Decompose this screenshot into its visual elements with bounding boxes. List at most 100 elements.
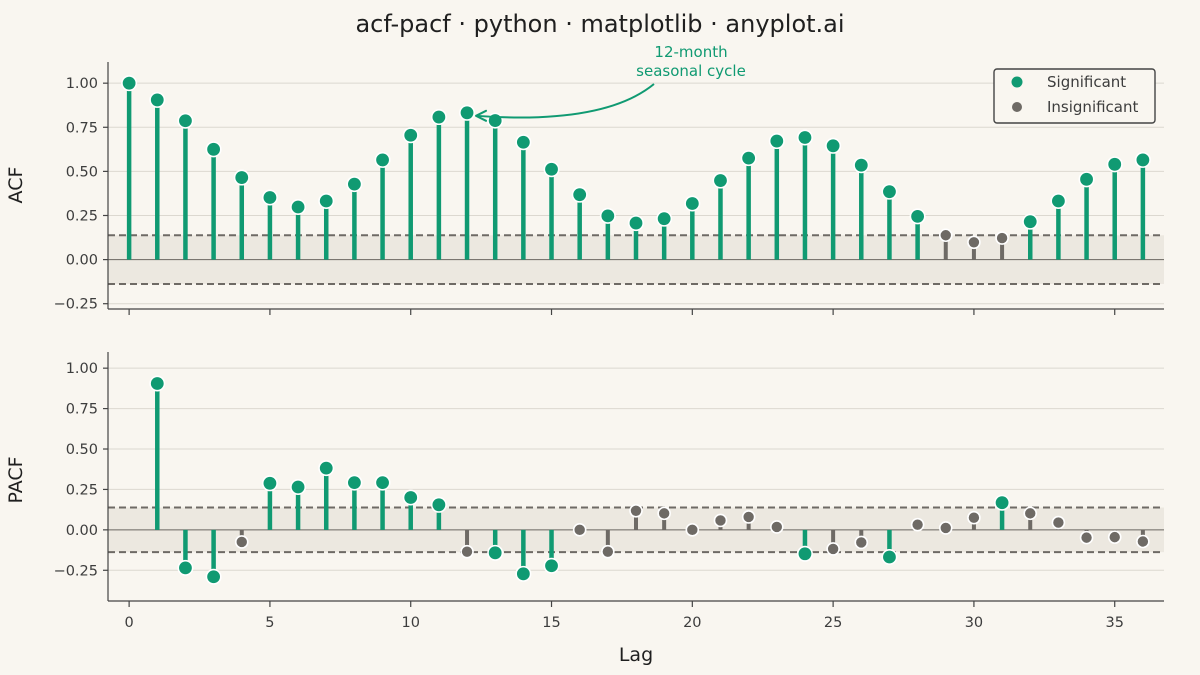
legend-insignificant-marker bbox=[1012, 102, 1022, 112]
insignificant-point bbox=[741, 510, 756, 524]
annotation-text-line1: 12-month bbox=[654, 43, 727, 61]
significant-point bbox=[402, 489, 419, 506]
panel-pacf: 1.00 0.75 0.50 0.25 0.00 −0.25 0 5 10 15 20 25 30 35 P… bbox=[5, 352, 1164, 666]
significant-point bbox=[261, 475, 278, 492]
y-tick-label: −0.25 bbox=[54, 563, 98, 579]
insignificant-point bbox=[657, 506, 671, 521]
x-tick-label: 5 bbox=[265, 615, 274, 631]
x-tick-label: 10 bbox=[401, 615, 419, 631]
significant-point bbox=[374, 151, 391, 168]
significant-point bbox=[346, 474, 363, 491]
x-tick-label: 15 bbox=[542, 615, 560, 631]
significant-point bbox=[149, 91, 166, 108]
y-tick-label: 0.25 bbox=[66, 482, 98, 498]
significant-point bbox=[402, 127, 419, 144]
significant-point bbox=[205, 141, 222, 158]
insignificant-point bbox=[910, 517, 925, 532]
significant-point bbox=[599, 207, 616, 224]
y-tick-label: 0.50 bbox=[66, 442, 98, 458]
y-axis-label: ACF bbox=[5, 167, 27, 204]
insignificant-point bbox=[601, 544, 615, 559]
insignificant-point bbox=[1051, 515, 1066, 530]
significant-point bbox=[796, 129, 813, 146]
insignificant-point bbox=[1136, 534, 1150, 549]
significant-point bbox=[768, 133, 785, 150]
significant-point bbox=[290, 479, 307, 496]
insignificant-point bbox=[629, 503, 643, 518]
annotation-arrowhead bbox=[475, 109, 488, 122]
legend-significant-label: Significant bbox=[1047, 73, 1126, 91]
significant-point bbox=[853, 157, 870, 174]
significant-point bbox=[712, 172, 729, 189]
insignificant-point bbox=[234, 535, 249, 549]
insignificant-point bbox=[1079, 530, 1094, 545]
insignificant-point bbox=[460, 544, 474, 559]
significant-point bbox=[374, 474, 391, 491]
significant-point bbox=[571, 186, 588, 203]
significant-point bbox=[290, 199, 307, 216]
y-tick-label: 0.75 bbox=[66, 120, 98, 136]
insignificant-point bbox=[1023, 506, 1038, 521]
significant-point bbox=[177, 559, 194, 576]
y-tick-label: 1.00 bbox=[66, 76, 98, 92]
significant-point bbox=[627, 215, 644, 232]
significant-point bbox=[205, 568, 222, 585]
significant-point bbox=[149, 375, 166, 392]
x-tick-label: 35 bbox=[1105, 615, 1123, 631]
significant-point bbox=[1078, 171, 1095, 188]
y-tick-label: 0.75 bbox=[66, 402, 98, 418]
legend: Significant Insignificant bbox=[993, 68, 1156, 124]
significant-point bbox=[430, 496, 447, 513]
significant-point bbox=[684, 195, 701, 212]
significant-point bbox=[515, 565, 532, 582]
x-tick-label: 20 bbox=[683, 615, 701, 631]
x-tick-label: 30 bbox=[965, 615, 983, 631]
x-tick-label: 0 bbox=[125, 615, 134, 631]
annotation-arrow bbox=[475, 83, 655, 119]
x-tick-label: 25 bbox=[824, 615, 842, 631]
insignificant-point bbox=[769, 520, 784, 534]
insignificant-point bbox=[713, 513, 728, 528]
significant-point bbox=[487, 544, 504, 561]
significant-point bbox=[656, 210, 673, 227]
significant-point bbox=[121, 75, 138, 92]
insignificant-point bbox=[685, 523, 700, 537]
insignificant-point bbox=[967, 510, 981, 525]
significant-point bbox=[261, 189, 278, 206]
significant-point bbox=[318, 460, 335, 477]
significant-point bbox=[825, 137, 842, 154]
significant-point bbox=[1106, 156, 1123, 173]
insignificant-point bbox=[1107, 530, 1122, 544]
significant-point bbox=[881, 549, 898, 566]
significant-point bbox=[740, 150, 757, 167]
significant-point bbox=[346, 176, 363, 193]
significant-point bbox=[177, 112, 194, 129]
y-tick-label: 0.25 bbox=[66, 208, 98, 224]
significant-point bbox=[543, 557, 560, 574]
significant-point bbox=[233, 169, 250, 186]
significant-point bbox=[459, 104, 476, 121]
insignificant-point bbox=[967, 235, 981, 250]
y-tick-label: 0.00 bbox=[66, 523, 98, 539]
significant-point bbox=[1050, 193, 1067, 210]
y-tick-label: 0.50 bbox=[66, 164, 98, 180]
panel-acf: 1.00 0.75 0.50 0.25 0.00 −0.25 ACF 12-monthseas… bbox=[5, 43, 1164, 315]
legend-box bbox=[993, 68, 1156, 124]
insignificant-point bbox=[995, 231, 1009, 245]
significant-point bbox=[881, 183, 898, 200]
y-axis-label: PACF bbox=[5, 456, 27, 503]
y-tick-label: −0.25 bbox=[54, 297, 98, 313]
insignificant-point bbox=[572, 523, 587, 537]
insignificant-point bbox=[938, 521, 953, 535]
x-axis-label: Lag bbox=[619, 644, 653, 666]
y-tick-label: 0.00 bbox=[66, 253, 98, 269]
legend-significant-marker bbox=[1011, 76, 1023, 88]
significant-point bbox=[994, 494, 1011, 511]
significant-point bbox=[796, 545, 813, 562]
significant-point bbox=[487, 112, 504, 129]
significant-point bbox=[515, 134, 532, 151]
annotation-text-line2: seasonal cycle bbox=[636, 62, 746, 80]
significant-point bbox=[430, 109, 447, 126]
significant-point bbox=[318, 193, 335, 210]
